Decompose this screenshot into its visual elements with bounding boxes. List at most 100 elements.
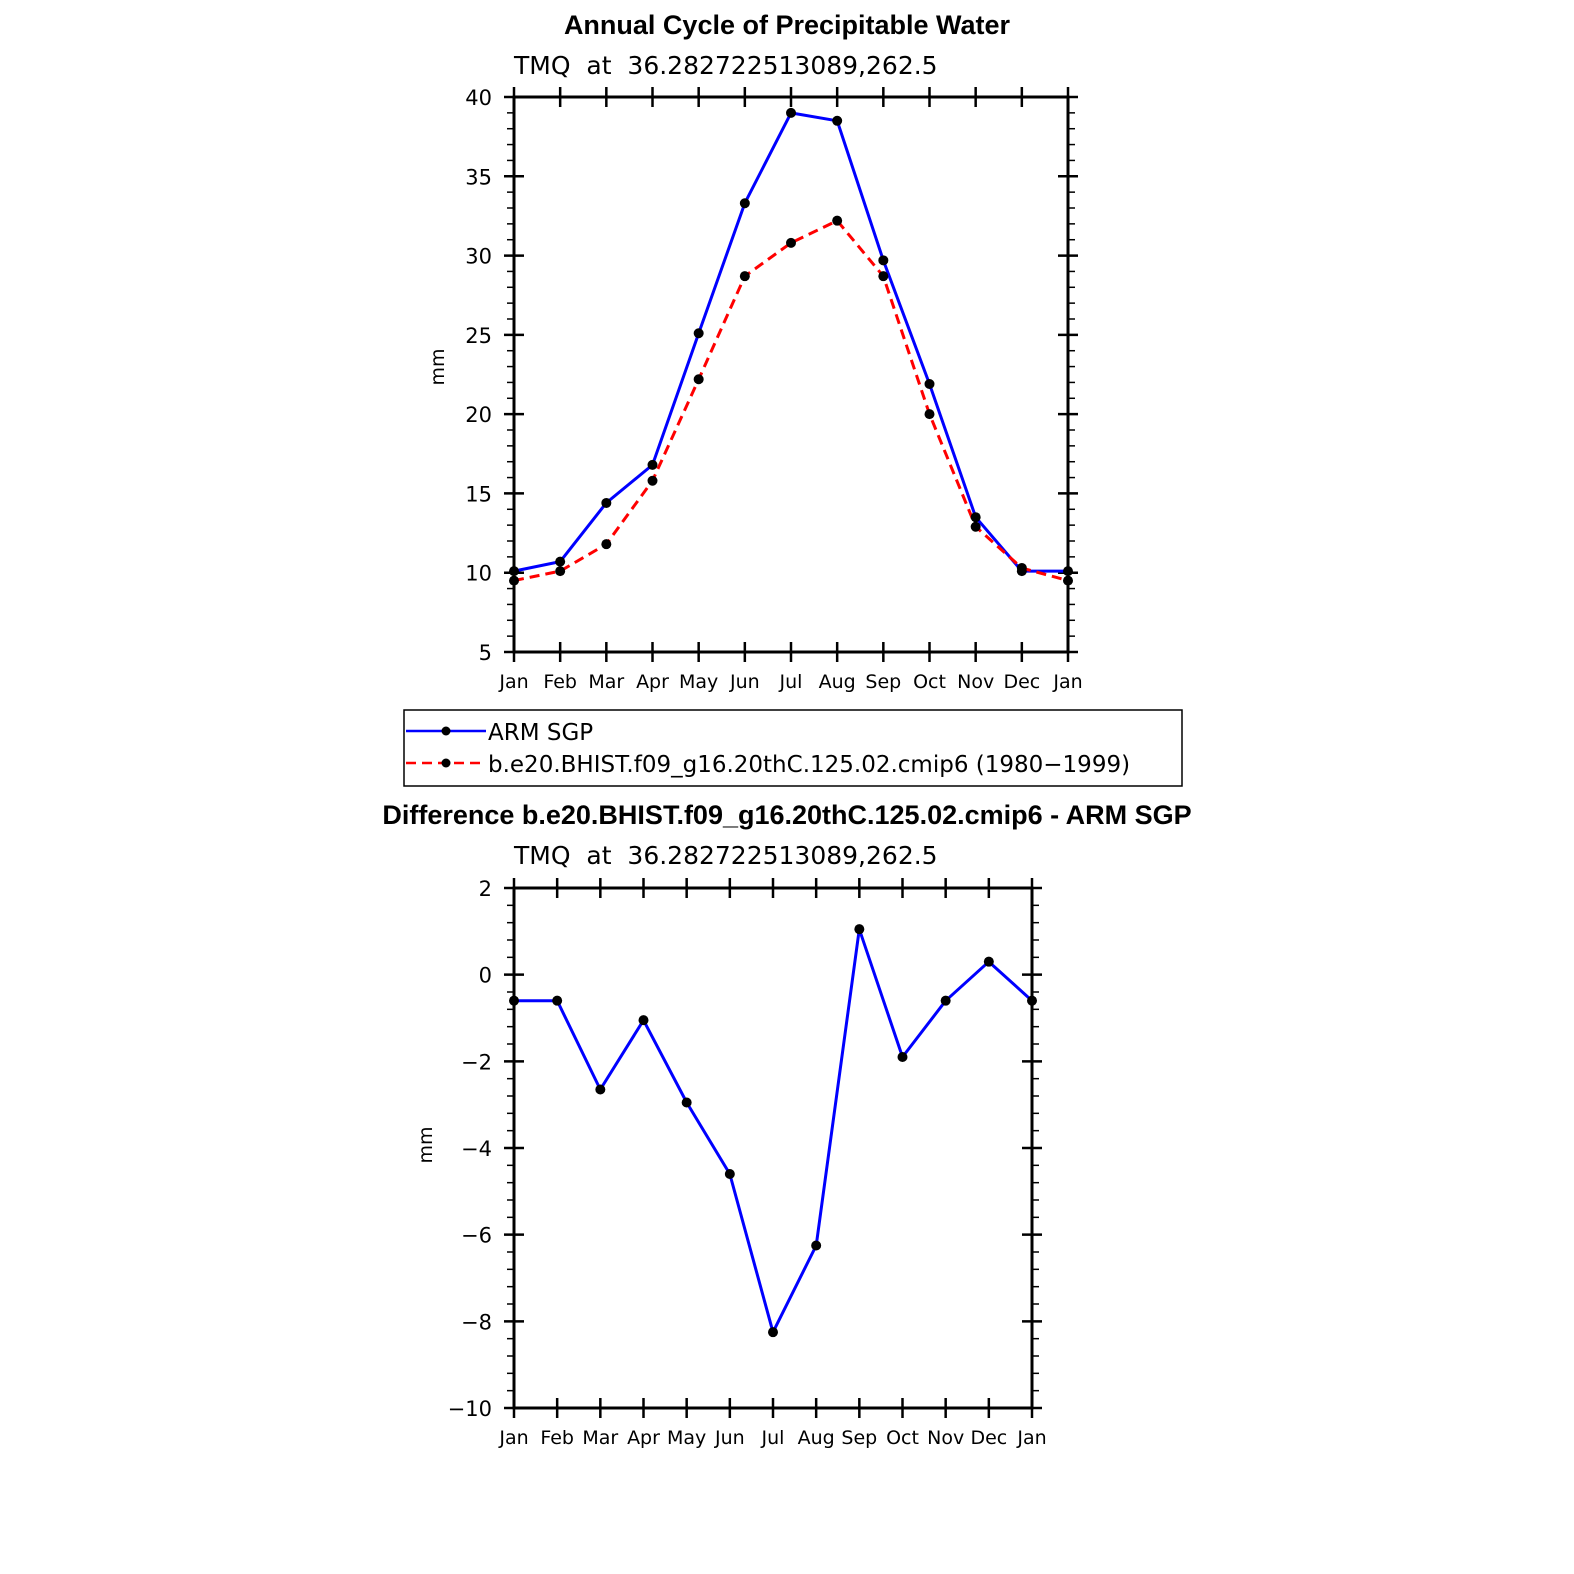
x-tick-label: Jan — [1016, 1427, 1046, 1449]
y-tick-label: −2 — [461, 1050, 492, 1074]
y-tick-label: 40 — [465, 86, 492, 110]
y-tick-label: 5 — [479, 641, 492, 665]
y-tick-label: −8 — [461, 1310, 492, 1334]
x-tick-label: Oct — [913, 671, 946, 693]
x-tick-label: Nov — [957, 671, 994, 693]
x-tick-label: Jan — [1052, 671, 1082, 693]
data-point — [786, 107, 796, 118]
y-tick-label: −4 — [461, 1137, 492, 1161]
data-point — [924, 379, 935, 390]
data-point — [924, 409, 935, 420]
legend: ARM SGP b.e20.BHIST.f09_g16.20thC.125.02… — [403, 709, 1183, 787]
x-tick-label: Apr — [636, 671, 669, 693]
y-tick-label: 2 — [479, 877, 492, 901]
y-tick-label: 10 — [465, 562, 492, 586]
x-tick-label: Dec — [1003, 671, 1040, 693]
y-tick-label: 35 — [465, 165, 492, 189]
data-point — [647, 459, 658, 470]
x-tick-label: Jul — [779, 671, 803, 693]
x-tick-label: Jan — [498, 1427, 528, 1449]
x-tick-label: Feb — [540, 1427, 574, 1449]
data-point — [509, 995, 519, 1006]
data-point — [854, 924, 865, 935]
series-layer — [509, 924, 1037, 1338]
data-point — [1016, 562, 1027, 573]
data-point — [647, 475, 658, 486]
data-point — [811, 1240, 822, 1251]
chart-difference: Difference b.e20.BHIST.f09_g16.20thC.125… — [382, 800, 1191, 1449]
y-tick-label: 30 — [465, 245, 492, 269]
x-tick-label: Dec — [970, 1427, 1007, 1449]
series-line-0 — [514, 927, 1034, 1334]
data-point — [897, 1052, 908, 1062]
chart-title: Annual Cycle of Precipitable Water — [564, 10, 1011, 40]
y-tick-label: 20 — [465, 403, 492, 427]
data-point — [878, 271, 889, 282]
data-point — [739, 271, 750, 282]
x-tick-label: Jun — [729, 671, 760, 693]
data-point — [552, 995, 563, 1006]
y-axis-label: mm — [427, 348, 449, 385]
x-tick-label: Mar — [588, 671, 624, 693]
y-tick-label: 25 — [465, 324, 492, 348]
x-tick-label: Aug — [819, 671, 856, 693]
x-tick-label: Jan — [498, 671, 528, 693]
x-tick-label: Jul — [761, 1427, 785, 1449]
y-tick-labels: −10 −8 −6 −4 −2 0 2 — [448, 877, 492, 1421]
x-tick-label: May — [679, 671, 718, 693]
x-tick-labels: Jan Feb Mar Apr May Jun Jul Aug Sep Oct Nov Dec Jan — [498, 671, 1082, 693]
data-point — [681, 1097, 692, 1108]
x-tick-label: Oct — [886, 1427, 919, 1449]
data-point — [693, 328, 704, 339]
data-point — [768, 1327, 778, 1338]
data-point — [983, 956, 994, 967]
data-point — [739, 198, 750, 209]
y-tick-label: −10 — [448, 1397, 492, 1421]
data-point — [1027, 995, 1037, 1006]
data-point — [638, 1015, 649, 1026]
x-tick-label: Aug — [798, 1427, 835, 1449]
chart-annual-cycle: Annual Cycle of Precipitable Water TMQ a… — [403, 10, 1183, 787]
data-point — [786, 237, 796, 248]
y-tick-label: 0 — [479, 964, 492, 988]
chart-subtitle: TMQ at 36.282722513089,262.5 — [513, 841, 938, 870]
data-point — [509, 575, 519, 586]
x-tick-label: Jun — [714, 1427, 745, 1449]
series-line-0 — [513, 111, 1068, 573]
y-tick-labels: 5 10 15 20 25 30 35 40 — [465, 86, 492, 665]
data-point — [693, 374, 704, 385]
data-point — [555, 566, 566, 577]
legend-label-model: b.e20.BHIST.f09_g16.20thC.125.02.cmip6 (… — [488, 752, 1130, 778]
x-tick-label: Sep — [865, 671, 901, 693]
x-tick-label: May — [667, 1427, 706, 1449]
legend-marker-model — [441, 758, 451, 768]
y-tick-label: −6 — [461, 1224, 492, 1248]
x-tick-label: Nov — [927, 1427, 964, 1449]
data-point — [595, 1084, 606, 1095]
data-point — [970, 512, 981, 523]
x-tick-label: Apr — [627, 1427, 660, 1449]
legend-label-arm: ARM SGP — [488, 720, 593, 746]
y-axis-label: mm — [415, 1126, 437, 1163]
chart-subtitle: TMQ at 36.282722513089,262.5 — [513, 51, 938, 80]
data-point — [509, 566, 519, 577]
data-point — [724, 1169, 735, 1179]
x-tick-label: Mar — [582, 1427, 618, 1449]
legend-marker-arm — [441, 726, 451, 736]
x-tick-labels: Jan Feb Mar Apr May Jun Jul Aug Sep Oct Nov Dec Jan — [498, 1427, 1046, 1449]
x-tick-label: Sep — [841, 1427, 877, 1449]
legend-box — [403, 709, 1183, 787]
tick-marks — [504, 87, 1078, 662]
data-point — [1063, 566, 1073, 577]
chart-title: Difference b.e20.BHIST.f09_g16.20thC.125… — [382, 800, 1191, 830]
plot-frame — [512, 95, 1070, 654]
data-point — [832, 215, 843, 226]
data-point — [555, 556, 566, 567]
series-layer — [509, 107, 1073, 586]
y-tick-label: 15 — [465, 482, 492, 506]
data-point — [878, 255, 889, 266]
data-point — [601, 497, 612, 508]
data-point — [1063, 575, 1073, 586]
data-point — [970, 521, 981, 532]
